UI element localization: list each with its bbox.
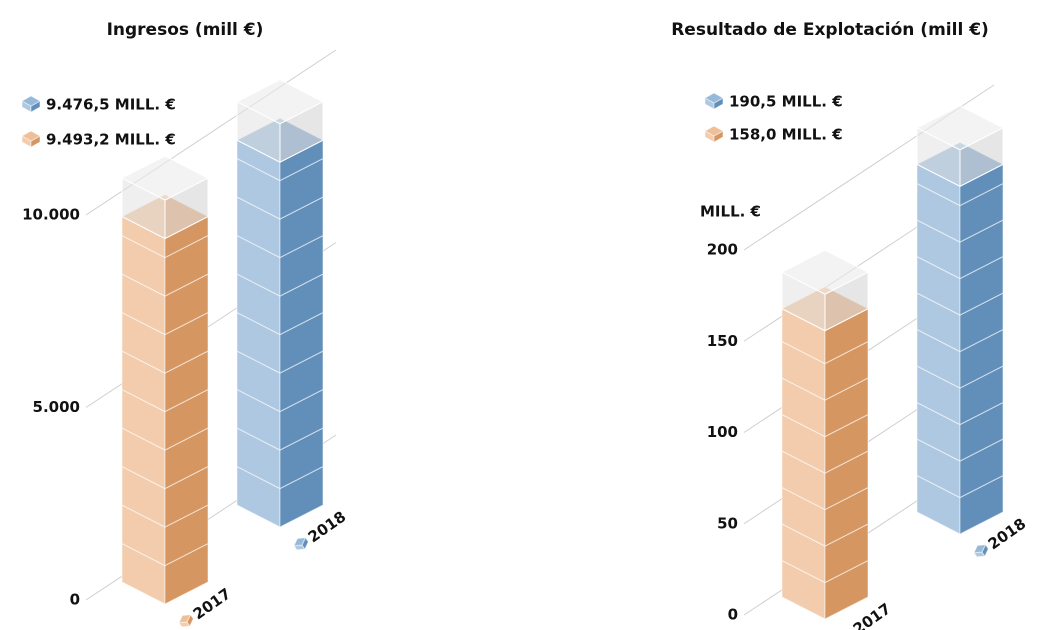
y-tick-label: 150	[707, 332, 738, 350]
y-axis-label: MILL. €	[700, 203, 761, 221]
y-tick-label: 200	[707, 241, 738, 259]
legend-icon	[703, 92, 725, 110]
y-tick-label: 10.000	[22, 206, 80, 224]
cube-top	[20, 130, 42, 142]
cube-top	[293, 537, 307, 547]
chart-title: Resultado de Explotación (mill €)	[671, 20, 989, 40]
cube-column	[120, 155, 210, 605]
cube-top	[703, 125, 725, 137]
legend-icon	[703, 125, 725, 143]
cube-top	[235, 79, 325, 125]
legend-label: 190,5 MILL. €	[729, 93, 843, 111]
y-tick-label: 0	[70, 591, 80, 609]
y-tick-label: 0	[728, 606, 738, 624]
cube-top	[120, 155, 210, 201]
legend-icon	[20, 95, 42, 113]
cube-top	[178, 614, 192, 624]
year-label: 2017	[850, 600, 895, 630]
cube-top	[838, 629, 852, 630]
cube-top	[915, 105, 1005, 151]
y-tick-label: 100	[707, 423, 738, 441]
legend-icon	[20, 130, 42, 148]
legend-label: 9.476,5 MILL. €	[46, 96, 176, 114]
cube-column	[235, 79, 325, 528]
year-label: 2017	[190, 585, 235, 624]
cube-top	[973, 544, 987, 554]
legend-label: 9.493,2 MILL. €	[46, 131, 176, 149]
cube-top	[703, 92, 725, 104]
year-label: 2018	[985, 515, 1030, 554]
chart-title: Ingresos (mill €)	[107, 20, 264, 40]
cube-column	[915, 105, 1005, 535]
y-tick-label: 5.000	[33, 398, 80, 416]
cube-top	[780, 249, 870, 295]
year-label: 2018	[305, 508, 350, 547]
y-tick-label: 50	[717, 514, 738, 532]
legend-label: 158,0 MILL. €	[729, 126, 843, 144]
cube-top	[20, 95, 42, 107]
cube-column	[780, 249, 870, 620]
